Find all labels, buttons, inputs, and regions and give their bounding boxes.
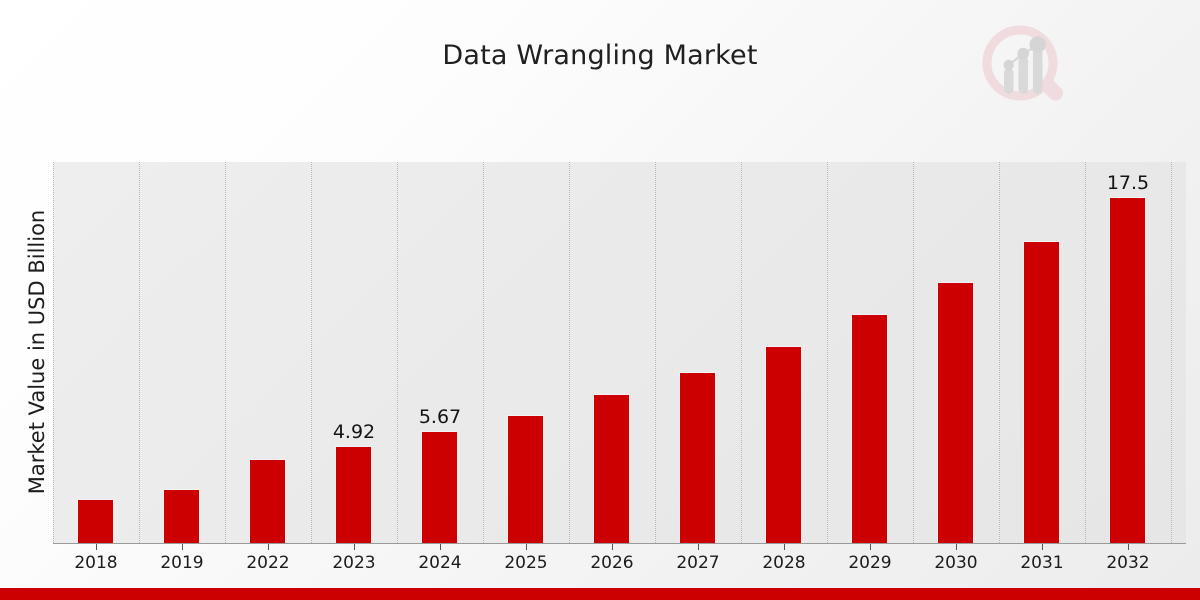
x-axis-tick-mark (870, 544, 871, 550)
bar-group (913, 162, 999, 543)
gridline (1171, 162, 1173, 543)
x-axis-tick-label: 2024 (418, 553, 462, 573)
bar-group (483, 162, 569, 543)
gridline (913, 162, 915, 543)
bar-group: 4.92 (311, 162, 397, 543)
bar[interactable] (593, 394, 630, 543)
x-axis-tick-mark (96, 544, 97, 550)
x-axis-tick-label: 2029 (848, 553, 892, 573)
bar-group (225, 162, 311, 543)
bar-group (139, 162, 225, 543)
x-axis-tick-mark (698, 544, 699, 550)
x-axis-tick-label: 2026 (590, 553, 634, 573)
gridline (999, 162, 1001, 543)
x-axis-tick-mark (612, 544, 613, 550)
bar[interactable] (335, 446, 372, 543)
x-axis-tick-label: 2025 (504, 553, 548, 573)
market-research-magnifier-logo-icon (975, 18, 1075, 118)
x-axis-tick-label: 2023 (332, 553, 376, 573)
gridline (827, 162, 829, 543)
bar[interactable] (249, 459, 286, 543)
x-axis-tick-mark (1128, 544, 1129, 550)
bar-group (569, 162, 655, 543)
bar-group (827, 162, 913, 543)
bar[interactable] (679, 372, 716, 543)
x-axis-tick-label: 2032 (1106, 553, 1150, 573)
bar-group (741, 162, 827, 543)
x-axis-tick-mark (526, 544, 527, 550)
gridline (741, 162, 743, 543)
x-axis-tick-label: 2031 (1020, 553, 1064, 573)
bar-group (999, 162, 1085, 543)
x-axis-tick-mark (354, 544, 355, 550)
x-axis-tick-label: 2028 (762, 553, 806, 573)
bar-value-label: 5.67 (418, 406, 462, 428)
gridline (483, 162, 485, 543)
x-axis-tick-mark (182, 544, 183, 550)
bar[interactable] (851, 314, 888, 543)
bar-group: 17.5 (1085, 162, 1171, 543)
x-axis-tick-mark (1042, 544, 1043, 550)
y-axis-label: Market Value in USD Billion (25, 209, 49, 495)
bar[interactable] (507, 415, 544, 543)
bar-group (655, 162, 741, 543)
bar[interactable] (1109, 197, 1146, 543)
bar-group: 5.67 (397, 162, 483, 543)
gridline (655, 162, 657, 543)
x-axis-tick-label: 2030 (934, 553, 978, 573)
x-axis-tick-mark (784, 544, 785, 550)
bottom-accent-strip (0, 588, 1200, 600)
gridline (225, 162, 227, 543)
bar[interactable] (937, 282, 974, 543)
bar[interactable] (421, 431, 458, 543)
x-axis-tick-label: 2019 (160, 553, 204, 573)
x-axis-tick-label: 2022 (246, 553, 290, 573)
x-axis: 2018 2019 2022 2023 2024 2025 2026 2027 2028 2029… (53, 544, 1186, 584)
x-axis-tick-mark (956, 544, 957, 550)
bar-value-label: 17.5 (1106, 172, 1150, 194)
x-axis-tick-label: 2027 (676, 553, 720, 573)
gridline (397, 162, 399, 543)
bar[interactable] (77, 499, 114, 543)
x-axis-tick-label: 2018 (74, 553, 118, 573)
gridline (311, 162, 313, 543)
bar[interactable] (163, 489, 200, 543)
x-axis-tick-mark (440, 544, 441, 550)
gridline (569, 162, 571, 543)
plot-area: 4.92 5.67 17.5 (53, 162, 1186, 544)
bar-group (53, 162, 139, 543)
gridline (139, 162, 141, 543)
bar[interactable] (1023, 241, 1060, 543)
gridline (53, 162, 55, 543)
gridline (1085, 162, 1087, 543)
bar-value-label: 4.92 (332, 421, 376, 443)
bar[interactable] (765, 346, 802, 543)
page-title: Data Wrangling Market (442, 40, 758, 71)
x-axis-tick-mark (268, 544, 269, 550)
